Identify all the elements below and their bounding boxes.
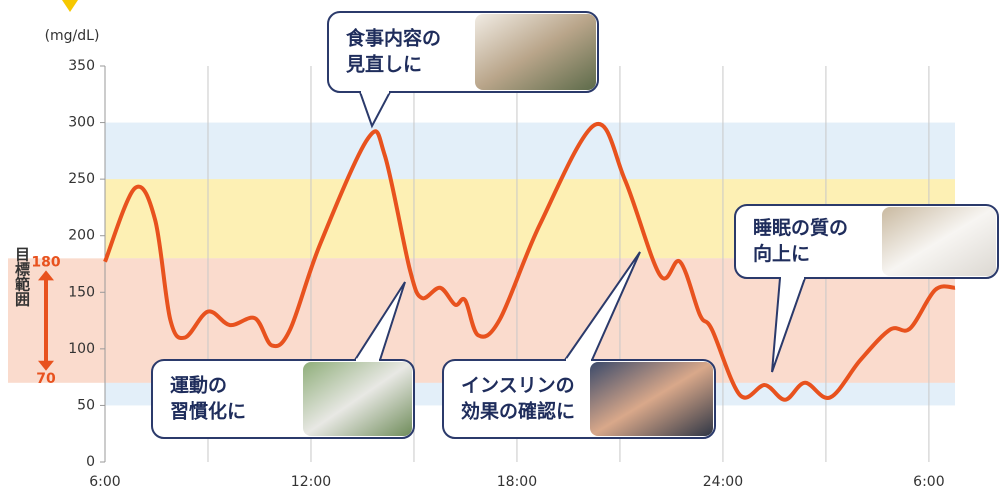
chart: (mg/dL) 180 70 目標範囲 0 50 100 150 200 250 300 350 6:… [0,0,1000,492]
y-unit: (mg/dL) [45,28,100,44]
y-tick-label: 350 [68,58,95,74]
y-tick-label: 150 [68,284,95,300]
callout-text: 運動の [170,375,227,397]
target-low: 70 [36,371,56,387]
marker-triangle [62,0,78,12]
y-tick-label: 250 [68,171,95,187]
callout-text: 見直しに [346,53,422,76]
y-tick-label: 300 [68,115,95,131]
callout-photo [882,207,996,276]
target-label: 目標範囲 [13,246,31,307]
x-tick-label: 24:00 [703,474,743,490]
callout-photo [475,14,596,90]
y-tick-label: 50 [77,397,95,413]
x-tick-label: 12:00 [291,474,331,490]
callout-text: 食事内容の [346,27,441,50]
target-high: 180 [31,254,60,270]
callout-photo [590,362,713,436]
callout-text: 向上に [753,242,810,265]
y-tick-label: 0 [86,454,95,470]
x-tick-label: 18:00 [497,474,537,490]
y-tick-label: 100 [68,341,95,357]
x-tick-label: 6:00 [913,474,944,490]
callout-text: 睡眠の質の [753,216,848,239]
callout-text: 習慣化に [170,400,246,423]
callout-text: 効果の確認に [461,400,575,423]
y-tick-label: 200 [68,228,95,244]
x-tick-label: 6:00 [89,474,120,490]
callout-tail [360,92,390,126]
callout-photo [303,362,412,436]
callout-text: インスリンの [461,375,575,397]
